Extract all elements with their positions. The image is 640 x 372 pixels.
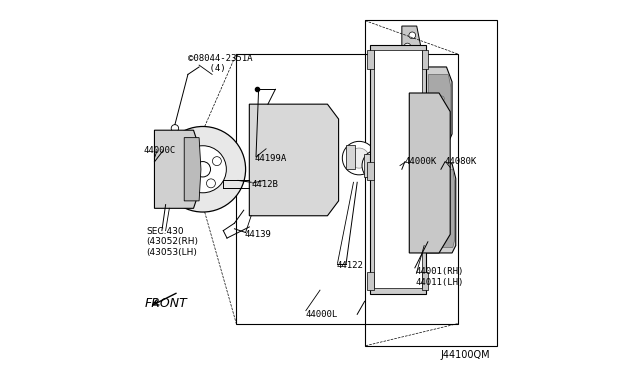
Circle shape: [381, 158, 411, 188]
Polygon shape: [370, 45, 426, 294]
Circle shape: [439, 230, 444, 235]
Circle shape: [431, 200, 436, 205]
Polygon shape: [426, 164, 456, 253]
Text: 4412B: 4412B: [251, 180, 278, 189]
Circle shape: [404, 43, 411, 50]
Circle shape: [207, 179, 216, 188]
Circle shape: [387, 164, 405, 182]
Circle shape: [349, 148, 369, 168]
Circle shape: [439, 126, 444, 131]
Circle shape: [439, 215, 444, 220]
Text: 44122: 44122: [337, 262, 364, 270]
Bar: [364, 154, 372, 177]
Bar: [262, 115, 320, 206]
Circle shape: [431, 126, 436, 131]
Bar: [422, 272, 428, 290]
Bar: [422, 50, 428, 69]
Text: 44000C: 44000C: [143, 146, 175, 155]
Circle shape: [419, 203, 437, 221]
Polygon shape: [374, 50, 422, 288]
Text: 44139: 44139: [245, 230, 272, 239]
Bar: [367, 272, 374, 290]
Polygon shape: [426, 67, 452, 147]
Text: 44001(RH)
44011(LH): 44001(RH) 44011(LH): [415, 267, 464, 287]
Circle shape: [368, 156, 387, 175]
Circle shape: [409, 32, 415, 39]
Circle shape: [362, 150, 394, 181]
Text: J44100QM: J44100QM: [441, 350, 490, 360]
Polygon shape: [380, 50, 404, 58]
Polygon shape: [429, 169, 454, 247]
Polygon shape: [378, 58, 406, 80]
Bar: [365, 20, 497, 346]
Text: SEC.430
(43052(RH)
(43053(LH): SEC.430 (43052(RH) (43053(LH): [146, 227, 198, 257]
Circle shape: [439, 96, 444, 101]
Text: ©08044-2351A
    (4): ©08044-2351A (4): [188, 54, 252, 73]
Circle shape: [431, 111, 436, 116]
Circle shape: [195, 161, 211, 177]
Circle shape: [419, 158, 437, 177]
Polygon shape: [402, 26, 420, 56]
Circle shape: [439, 200, 444, 205]
Circle shape: [342, 141, 376, 175]
Polygon shape: [250, 104, 339, 216]
Circle shape: [163, 172, 179, 189]
Bar: [367, 50, 374, 69]
Circle shape: [431, 96, 436, 101]
Text: 44000K: 44000K: [405, 157, 437, 166]
Circle shape: [431, 230, 436, 235]
Bar: [381, 161, 389, 183]
Circle shape: [172, 125, 179, 132]
Polygon shape: [184, 138, 201, 201]
Text: 44000L: 44000L: [305, 310, 337, 319]
Polygon shape: [410, 93, 450, 253]
Polygon shape: [429, 74, 451, 140]
Circle shape: [184, 173, 193, 182]
Circle shape: [212, 157, 221, 166]
Circle shape: [179, 146, 227, 193]
Polygon shape: [154, 130, 197, 208]
Circle shape: [431, 215, 436, 220]
Text: FRONT: FRONT: [144, 297, 187, 310]
Bar: [346, 145, 355, 169]
Circle shape: [439, 111, 444, 116]
Circle shape: [190, 151, 199, 160]
Circle shape: [160, 126, 246, 212]
Text: 44080K: 44080K: [445, 157, 477, 166]
Circle shape: [163, 150, 179, 166]
Text: 44199A: 44199A: [255, 154, 287, 163]
Bar: [422, 162, 428, 180]
Circle shape: [419, 113, 437, 132]
Bar: [236, 54, 458, 324]
Bar: [367, 162, 374, 180]
